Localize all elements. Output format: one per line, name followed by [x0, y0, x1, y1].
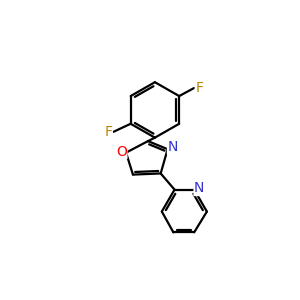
Text: N: N	[167, 140, 178, 154]
Text: F: F	[195, 81, 203, 95]
Text: O: O	[116, 145, 127, 158]
Text: F: F	[104, 125, 112, 139]
Text: N: N	[194, 182, 204, 196]
